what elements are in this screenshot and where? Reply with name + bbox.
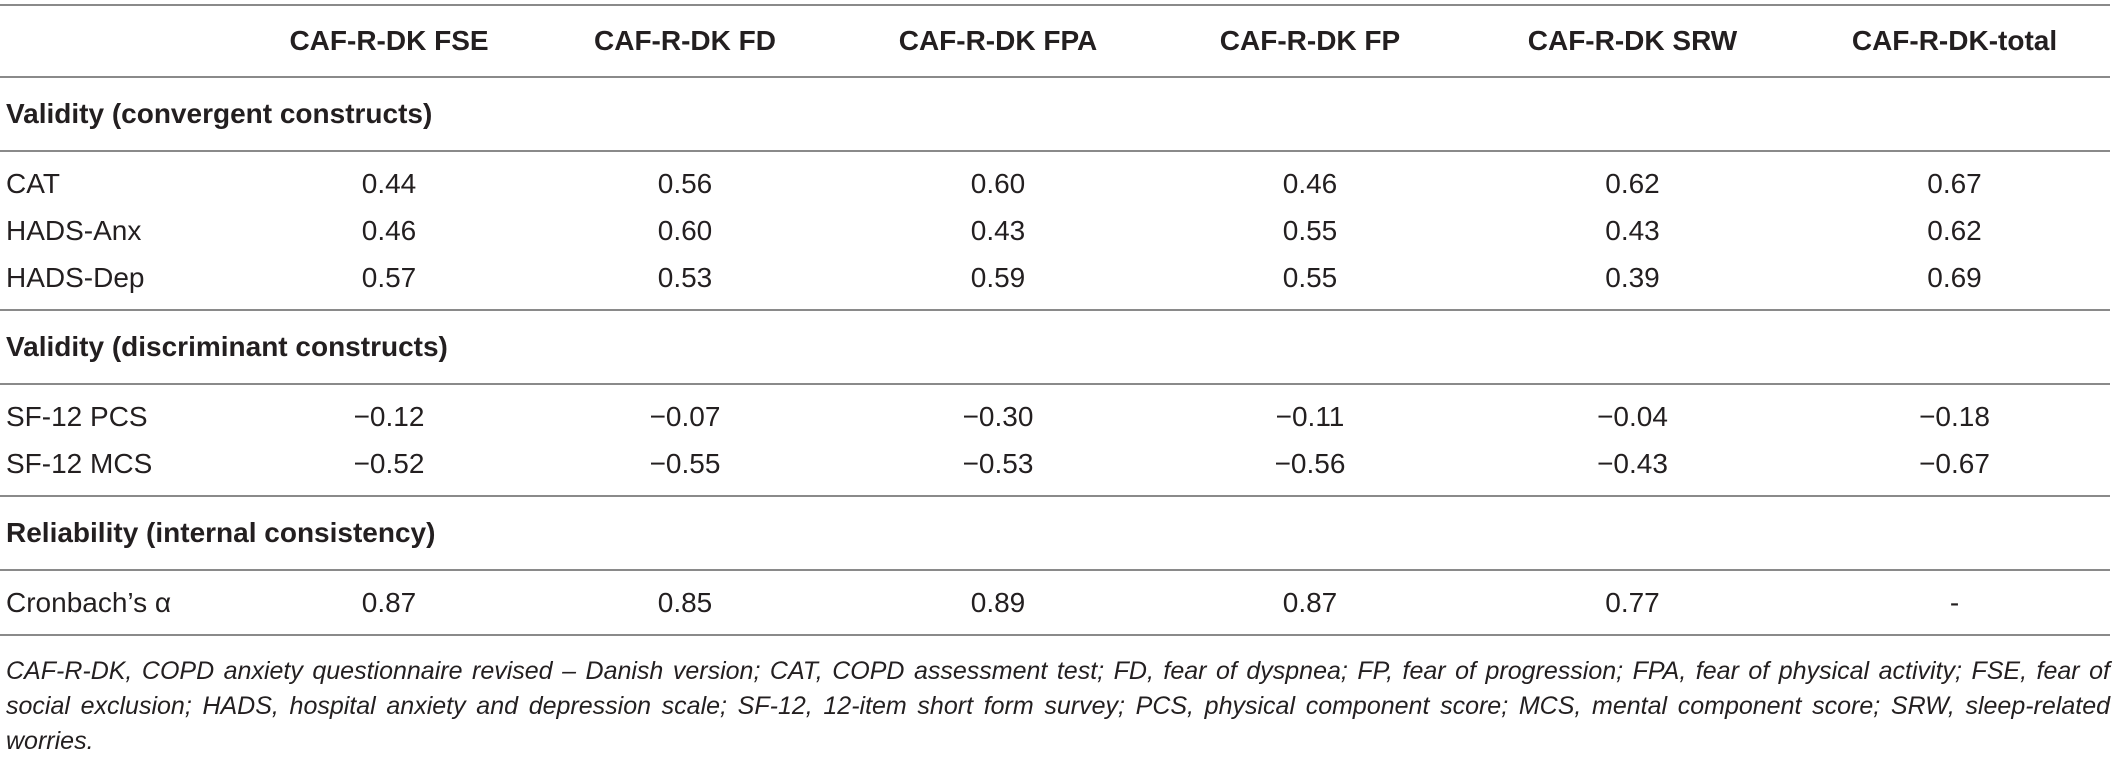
table-cell: 0.46 (1282, 167, 1338, 199)
header-cell-total: CAF-R-DK-total (1799, 4, 2110, 78)
row-label: HADS-Anx (6, 214, 142, 246)
table-cell: −0.55 (649, 447, 721, 479)
table-cell: 0.69 (1927, 261, 1982, 293)
header-cell-srw: CAF-R-DK SRW (1466, 4, 1799, 78)
table-cell: −0.43 (1597, 447, 1668, 479)
table-row: Cronbach’s α 0.87 0.85 0.89 0.87 0.77 - (0, 570, 2110, 636)
table-cell: 0.89 (842, 570, 1154, 636)
table-cell: 0.56 (657, 167, 713, 199)
table-row: SF-12 MCS −0.52 −0.55 −0.53 −0.56 −0.43 … (0, 440, 2110, 496)
table-cell: −0.12 (353, 400, 425, 432)
table-cell: 0.85 (528, 570, 842, 636)
table-cell: 0.57 (361, 261, 417, 293)
table-cell: 0.59 (970, 261, 1026, 293)
table-cell: 0.43 (1605, 214, 1660, 246)
table-cell: 0.87 (1154, 570, 1466, 636)
table-cell: 0.77 (1466, 570, 1799, 636)
table-cell: −0.04 (1597, 400, 1668, 432)
table-row: HADS-Anx 0.46 0.60 0.43 0.55 0.43 0.62 (0, 207, 2110, 254)
row-label: CAT (6, 167, 60, 199)
table-row: CAT 0.44 0.56 0.60 0.46 0.62 0.67 (0, 151, 2110, 207)
table-cell: −0.56 (1274, 447, 1346, 479)
section-discriminant: Validity (discriminant constructs) SF-12… (0, 309, 2110, 496)
results-table: CAF-R-DK FSE CAF-R-DK FD CAF-R-DK FPA CA… (0, 4, 2110, 636)
row-label: HADS-Dep (6, 261, 145, 293)
table-cell: 0.39 (1605, 261, 1660, 293)
table-cell: 0.87 (250, 570, 528, 636)
table-cell: 0.44 (361, 167, 417, 199)
table-cell: −0.53 (962, 447, 1034, 479)
header-cell-fpa: CAF-R-DK FPA (842, 4, 1154, 78)
table-row: SF-12 PCS −0.12 −0.07 −0.30 −0.11 −0.04 … (0, 384, 2110, 440)
header-cell-fse: CAF-R-DK FSE (250, 4, 528, 78)
table-cell: - (1799, 570, 2110, 636)
table-cell: −0.52 (353, 447, 425, 479)
section-title: Reliability (internal consistency) (0, 495, 2110, 571)
table-cell: −0.11 (1275, 400, 1345, 432)
section-convergent: Validity (convergent constructs) CAT 0.4… (0, 77, 2110, 310)
table-cell: 0.62 (1927, 214, 1982, 246)
table-cell: 0.60 (657, 214, 713, 246)
section-header-row: Validity (convergent constructs) (0, 77, 2110, 152)
table-cell: 0.55 (1282, 261, 1338, 293)
table-footnote: CAF-R-DK, COPD anxiety questionnaire rev… (6, 657, 2110, 755)
table-cell: 0.55 (1282, 214, 1338, 246)
table-row: HADS-Dep 0.57 0.53 0.59 0.55 0.39 0.69 (0, 254, 2110, 310)
header-cell-blank (0, 4, 250, 78)
section-title: Validity (convergent constructs) (0, 77, 2110, 152)
row-label: SF-12 PCS (6, 400, 148, 432)
row-label: Cronbach’s α (0, 570, 250, 636)
table-cell: −0.07 (649, 400, 721, 432)
header-row: CAF-R-DK FSE CAF-R-DK FD CAF-R-DK FPA CA… (0, 4, 2110, 78)
table-cell: −0.67 (1919, 447, 1990, 479)
table-cell: −0.18 (1919, 400, 1990, 432)
table-cell: −0.30 (962, 400, 1034, 432)
table-cell: 0.60 (970, 167, 1026, 199)
table-cell: 0.46 (361, 214, 417, 246)
table-cell: 0.67 (1927, 167, 1982, 199)
section-reliability: Reliability (internal consistency) Cronb… (0, 495, 2110, 636)
section-header-row: Validity (discriminant constructs) (0, 309, 2110, 385)
table-cell: 0.43 (970, 214, 1026, 246)
header-cell-fp: CAF-R-DK FP (1154, 4, 1466, 78)
table-cell: 0.62 (1605, 167, 1660, 199)
table-cell: 0.53 (657, 261, 713, 293)
header-cell-fd: CAF-R-DK FD (528, 4, 842, 78)
row-label: SF-12 MCS (6, 447, 153, 479)
section-title: Validity (discriminant constructs) (0, 309, 2110, 385)
section-header-row: Reliability (internal consistency) (0, 495, 2110, 571)
